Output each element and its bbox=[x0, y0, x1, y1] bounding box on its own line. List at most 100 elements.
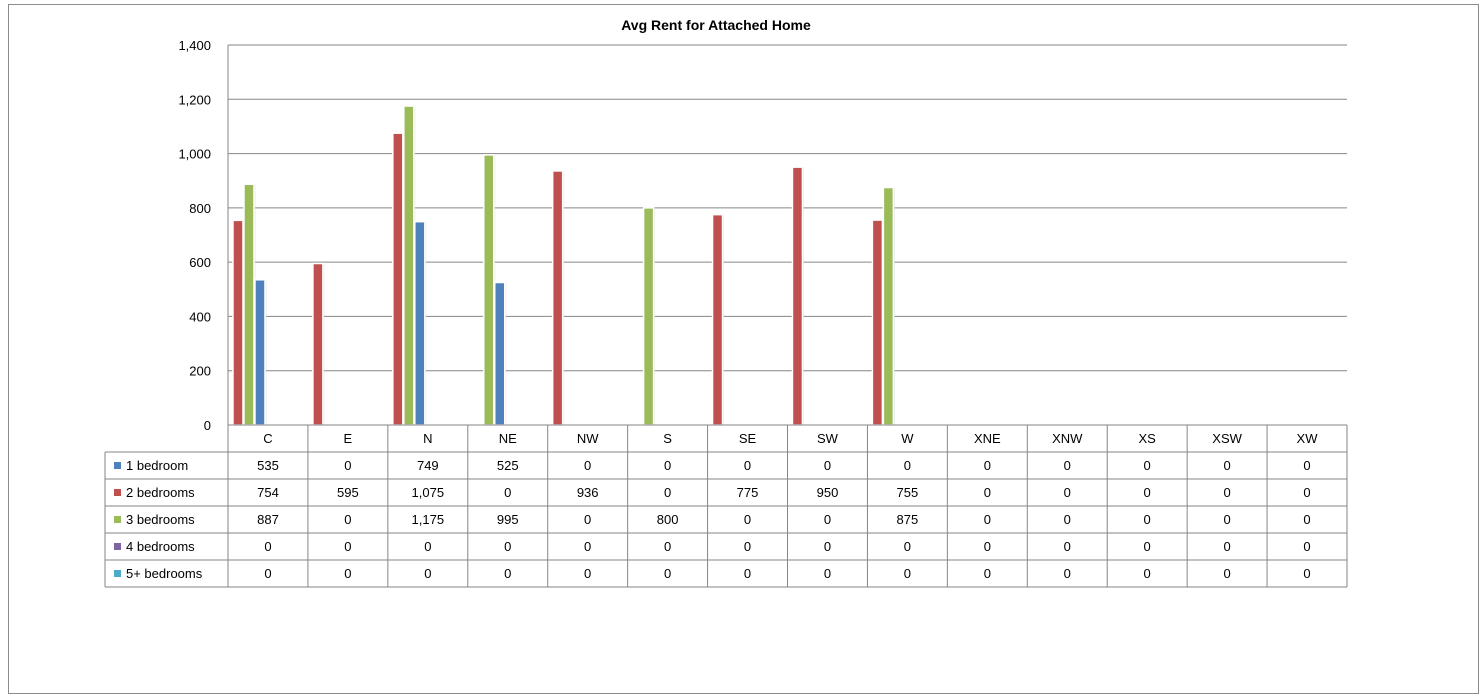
data-label: 0 bbox=[584, 566, 591, 581]
bar-1-bedroom bbox=[494, 281, 506, 426]
y-tick-label: 1,200 bbox=[178, 92, 211, 107]
data-label: 0 bbox=[1064, 539, 1071, 554]
data-label: 0 bbox=[1144, 512, 1151, 527]
data-label: 0 bbox=[584, 458, 591, 473]
data-label: 0 bbox=[1223, 485, 1230, 500]
data-label: 875 bbox=[897, 512, 919, 527]
y-tick-label: 0 bbox=[204, 418, 211, 433]
x-category-label: C bbox=[263, 431, 272, 446]
data-label: 0 bbox=[584, 539, 591, 554]
data-label: 595 bbox=[337, 485, 359, 500]
data-label: 0 bbox=[824, 566, 831, 581]
data-label: 0 bbox=[1223, 512, 1230, 527]
data-label: 0 bbox=[1064, 512, 1071, 527]
bar-3-bedrooms bbox=[403, 105, 415, 426]
data-label: 0 bbox=[1303, 539, 1310, 554]
data-label: 800 bbox=[657, 512, 679, 527]
data-label: 755 bbox=[897, 485, 919, 500]
data-label: 525 bbox=[497, 458, 519, 473]
data-label: 0 bbox=[1064, 485, 1071, 500]
x-category-label: NE bbox=[499, 431, 517, 446]
data-label: 0 bbox=[504, 485, 511, 500]
data-label: 0 bbox=[904, 566, 911, 581]
data-label: 0 bbox=[264, 566, 271, 581]
x-category-label: W bbox=[901, 431, 914, 446]
x-category-label: XS bbox=[1139, 431, 1157, 446]
data-label: 0 bbox=[344, 458, 351, 473]
data-label: 950 bbox=[817, 485, 839, 500]
data-label: 0 bbox=[664, 458, 671, 473]
data-label: 0 bbox=[904, 458, 911, 473]
data-label: 995 bbox=[497, 512, 519, 527]
data-label: 0 bbox=[584, 512, 591, 527]
data-label: 0 bbox=[744, 566, 751, 581]
x-category-label: S bbox=[663, 431, 672, 446]
y-tick-label: 1,400 bbox=[178, 38, 211, 53]
bar-2-bedrooms bbox=[312, 262, 324, 426]
legend-key-4-bedrooms bbox=[114, 543, 121, 550]
data-label: 0 bbox=[1144, 539, 1151, 554]
legend-key-5plus-bedrooms bbox=[114, 570, 121, 577]
data-label: 754 bbox=[257, 485, 279, 500]
data-label: 936 bbox=[577, 485, 599, 500]
data-label: 0 bbox=[824, 458, 831, 473]
data-label: 0 bbox=[824, 512, 831, 527]
data-label: 0 bbox=[824, 539, 831, 554]
chart-title: Avg Rent for Attached Home bbox=[621, 17, 811, 33]
x-category-label: NW bbox=[577, 431, 599, 446]
y-tick-label: 800 bbox=[189, 201, 211, 216]
bar-3-bedrooms bbox=[243, 183, 255, 426]
legend-key-2-bedrooms bbox=[114, 489, 121, 496]
data-label: 0 bbox=[264, 539, 271, 554]
data-label: 535 bbox=[257, 458, 279, 473]
data-label: 0 bbox=[1144, 566, 1151, 581]
x-category-label: N bbox=[423, 431, 432, 446]
data-label: 0 bbox=[664, 485, 671, 500]
y-tick-label: 200 bbox=[189, 364, 211, 379]
data-label: 0 bbox=[1223, 539, 1230, 554]
data-label: 0 bbox=[984, 539, 991, 554]
bar-2-bedrooms bbox=[232, 219, 244, 426]
data-label: 775 bbox=[737, 485, 759, 500]
bar-1-bedroom bbox=[254, 279, 266, 426]
data-label: 0 bbox=[744, 539, 751, 554]
x-category-label: XSW bbox=[1212, 431, 1242, 446]
bar-3-bedrooms bbox=[882, 186, 895, 426]
y-tick-label: 600 bbox=[189, 255, 211, 270]
data-label: 0 bbox=[664, 539, 671, 554]
data-label: 749 bbox=[417, 458, 439, 473]
data-label: 0 bbox=[424, 539, 431, 554]
bar-2-bedrooms bbox=[551, 170, 564, 426]
data-label: 0 bbox=[904, 539, 911, 554]
data-label: 0 bbox=[1303, 458, 1310, 473]
data-label: 0 bbox=[664, 566, 671, 581]
data-label: 0 bbox=[504, 566, 511, 581]
x-category-label: SW bbox=[817, 431, 839, 446]
data-label: 1,175 bbox=[412, 512, 445, 527]
data-label: 0 bbox=[1144, 458, 1151, 473]
data-label: 0 bbox=[344, 512, 351, 527]
data-label: 0 bbox=[744, 512, 751, 527]
legend-label: 3 bedrooms bbox=[126, 512, 195, 527]
data-label: 0 bbox=[1144, 485, 1151, 500]
data-label: 0 bbox=[504, 539, 511, 554]
data-label: 0 bbox=[1223, 566, 1230, 581]
data-label: 0 bbox=[1223, 458, 1230, 473]
bar-1-bedroom bbox=[414, 220, 426, 426]
x-category-label: XNE bbox=[974, 431, 1001, 446]
y-tick-label: 1,000 bbox=[178, 147, 211, 162]
data-label: 0 bbox=[1064, 458, 1071, 473]
data-label: 0 bbox=[984, 458, 991, 473]
data-label: 0 bbox=[424, 566, 431, 581]
legend-label: 4 bedrooms bbox=[126, 539, 195, 554]
legend-label: 2 bedrooms bbox=[126, 485, 195, 500]
legend-label: 5+ bedrooms bbox=[126, 566, 203, 581]
x-category-label: XNW bbox=[1052, 431, 1083, 446]
legend-key-3-bedrooms bbox=[114, 516, 121, 523]
data-label: 1,075 bbox=[412, 485, 445, 500]
legend-label: 1 bedroom bbox=[126, 458, 188, 473]
data-label: 0 bbox=[1303, 485, 1310, 500]
y-tick-label: 400 bbox=[189, 309, 211, 324]
data-label: 0 bbox=[344, 566, 351, 581]
